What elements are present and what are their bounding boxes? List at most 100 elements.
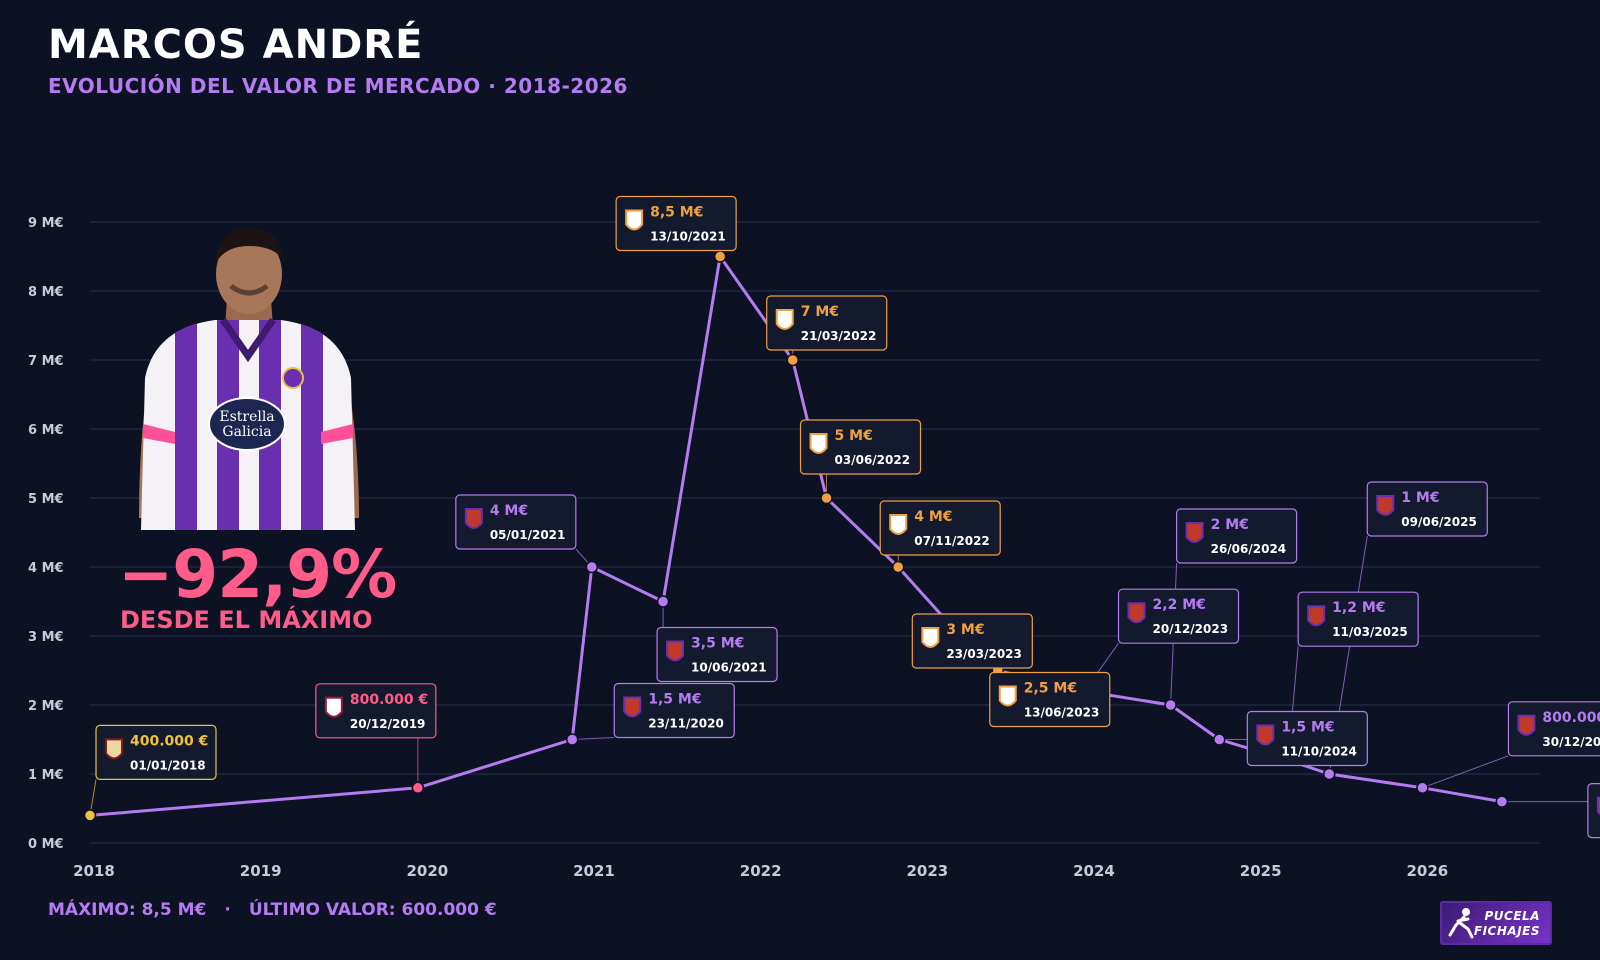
logo-line-2: FICHAJES	[1473, 924, 1540, 938]
callout-date: 20/12/2019	[350, 717, 426, 731]
callout-value: 800.000 €	[350, 692, 428, 708]
data-point	[1323, 767, 1336, 781]
callout-date: 05/01/2021	[490, 528, 566, 542]
callout: 4 M€ 05/01/2021	[455, 494, 577, 550]
callout-box	[1117, 588, 1240, 644]
y-tick-label: 3 M€	[28, 630, 64, 645]
callout-value: 2,2 M€	[1153, 597, 1206, 613]
y-tick-label: 2 M€	[28, 699, 64, 714]
x-tick-label: 2020	[406, 862, 448, 880]
callout-box	[615, 195, 737, 252]
page-title: MARCOS ANDRÉ	[48, 22, 424, 68]
x-tick-label: 2024	[1073, 862, 1115, 880]
club-crest-icon	[105, 738, 123, 760]
svg-text:Galicia: Galicia	[222, 424, 271, 440]
callout-box	[766, 295, 888, 351]
data-point	[585, 560, 599, 574]
y-tick-label: 0 M€	[28, 837, 64, 852]
x-axis: 2018 2019 2020 2021 2022 2023 2024 2025 2026	[73, 862, 1448, 880]
callout-box	[613, 682, 735, 739]
x-tick-label: 2021	[573, 862, 615, 880]
club-crest-icon	[775, 309, 794, 330]
callout: 2,5 M€ 13/06/2023	[989, 671, 1111, 728]
callout-box	[1176, 508, 1298, 564]
club-crest-icon	[998, 685, 1017, 707]
y-tick-label: 5 M€	[28, 492, 64, 507]
callout: 1 M€ 09/06/2025	[1366, 481, 1488, 537]
callout-value: 4 M€	[914, 509, 952, 525]
callout: 8,5 M€ 13/10/2021	[615, 195, 737, 252]
callout-date: 21/03/2022	[801, 329, 877, 343]
callout: 3 M€ 23/03/2023	[911, 613, 1033, 669]
club-crest-icon	[889, 514, 908, 535]
callout-box	[315, 683, 437, 739]
callout-date: 23/11/2020	[648, 717, 724, 731]
callout-date: 13/10/2021	[650, 230, 726, 244]
callout-date: 13/06/2023	[1024, 706, 1100, 720]
logo-line-1: PUCELA	[1484, 909, 1540, 923]
callout-date: 30/12/2025	[1542, 735, 1600, 749]
callout: 2 M€ 26/06/2024	[1176, 508, 1298, 564]
callout: 400.000 € 01/01/2018	[95, 724, 217, 781]
callout-date: 01/01/2018	[130, 758, 206, 772]
data-point	[83, 809, 97, 822]
x-tick-label: 2025	[1240, 862, 1282, 880]
callout-leader	[572, 737, 615, 740]
club-crest-icon	[1596, 796, 1600, 816]
callouts: 400.000 € 01/01/2018 800.000 € 20/12/2019 1,…	[95, 195, 1600, 839]
callout: 1,5 M€ 11/10/2024	[1246, 710, 1368, 767]
x-tick-label: 2026	[1406, 862, 1448, 880]
callout-box	[1246, 710, 1368, 767]
y-tick-label: 4 M€	[28, 561, 64, 576]
club-crest-icon	[464, 508, 483, 529]
y-tick-label: 6 M€	[28, 423, 64, 438]
callout-date: 11/03/2025	[1332, 625, 1408, 639]
footer-last: ÚLTIMO VALOR: 600.000 €	[248, 900, 497, 920]
callout-date: 03/06/2022	[835, 453, 911, 467]
callout: 1,5 M€ 23/11/2020	[613, 682, 735, 739]
club-crest-icon	[1307, 605, 1326, 627]
callout-value: 1,2 M€	[1332, 600, 1385, 616]
callout-value: 4 M€	[490, 503, 528, 519]
page-subtitle: EVOLUCIÓN DEL VALOR DE MERCADO · 2018-20…	[48, 74, 628, 98]
data-point	[411, 781, 425, 795]
club-crest-icon	[809, 433, 828, 454]
callout-value: 2,5 M€	[1024, 681, 1077, 697]
club-crest-icon	[625, 209, 644, 231]
callout-value: 7 M€	[801, 304, 839, 320]
runner-icon	[1448, 908, 1474, 939]
callout-leader	[1422, 755, 1509, 789]
club-crest-icon	[666, 640, 685, 662]
brand-logo: PUCELA FICHAJES	[1440, 901, 1552, 945]
callout-value: 5 M€	[835, 428, 873, 444]
footer-summary: MÁXIMO: 8,5 M€ · ÚLTIMO VALOR: 600.000 €	[48, 900, 497, 920]
callout-date: 20/12/2023	[1153, 622, 1229, 636]
y-tick-label: 8 M€	[28, 285, 64, 300]
callout: 800.000 € 20/12/2019	[315, 683, 437, 739]
footer-max: MÁXIMO: 8,5 M€	[48, 900, 207, 920]
club-crest-icon	[921, 627, 940, 648]
callout-value: 8,5 M€	[650, 205, 703, 221]
club-crest-icon	[623, 696, 642, 718]
callout: 1,2 M€ 11/03/2025	[1297, 591, 1419, 647]
callout-box	[799, 419, 922, 475]
x-tick-label: 2018	[73, 862, 115, 880]
data-point	[656, 595, 670, 608]
player-photo: Estrella Galicia	[139, 228, 359, 530]
callout-date: 07/11/2022	[914, 534, 990, 548]
callout-box	[911, 613, 1033, 669]
x-tick-label: 2019	[240, 862, 282, 880]
data-point	[713, 250, 727, 263]
callout-box	[879, 500, 1001, 556]
callout-value: 1,5 M€	[648, 692, 701, 708]
club-crest-icon	[324, 696, 343, 718]
callout: 3,5 M€ 10/06/2021	[656, 626, 778, 683]
callout-box	[455, 494, 577, 550]
callout-box	[95, 724, 217, 781]
data-point	[1495, 795, 1509, 808]
callout: 600.000 €22/06/2026	[1587, 783, 1600, 839]
callout-value: 3,5 M€	[691, 636, 744, 652]
club-crest-icon	[1127, 602, 1146, 624]
y-tick-label: 7 M€	[28, 354, 64, 369]
callout-date: 11/10/2024	[1281, 745, 1357, 759]
